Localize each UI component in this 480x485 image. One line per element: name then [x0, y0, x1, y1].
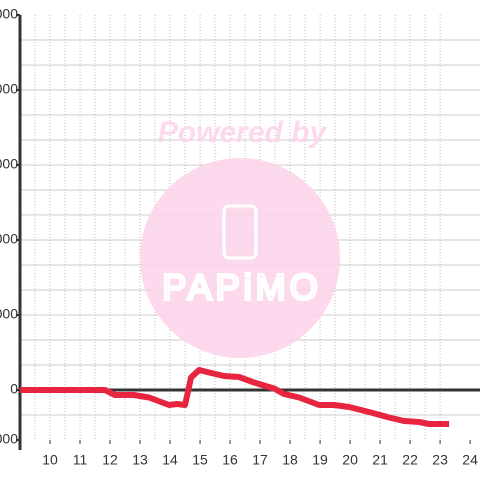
- x-tick-label: 10: [42, 452, 58, 468]
- y-tick-label: 30,000: [0, 306, 18, 322]
- y-tick-label: -20,000: [0, 431, 18, 447]
- watermark-phone: [222, 204, 258, 260]
- x-tick-label: 24: [462, 452, 478, 468]
- x-tick-label: 12: [102, 452, 118, 468]
- x-tick-label: 23: [432, 452, 448, 468]
- x-tick-label: 13: [132, 452, 148, 468]
- y-tick-label: 90,000: [0, 156, 18, 172]
- y-tick-label: 150,000: [0, 6, 18, 22]
- x-tick-label: 16: [222, 452, 238, 468]
- y-tick-label: 120,000: [0, 81, 18, 97]
- y-tick-label: 0: [10, 381, 18, 397]
- x-tick-label: 22: [402, 452, 418, 468]
- x-tick-label: 14: [162, 452, 178, 468]
- watermark: Powered by PAPiMO: [140, 116, 340, 358]
- x-tick-label: 17: [252, 452, 268, 468]
- x-tick-label: 21: [372, 452, 388, 468]
- y-tick-label: 60,000: [0, 231, 18, 247]
- x-tick-label: 15: [192, 452, 208, 468]
- x-tick-label: 20: [342, 452, 358, 468]
- x-tick-label: 19: [312, 452, 328, 468]
- line: [20, 367, 450, 427]
- watermark-logo: PAPiMO: [162, 267, 321, 308]
- watermark-title: Powered by: [158, 116, 328, 149]
- x-tick-label: 18: [282, 452, 298, 468]
- x-tick-label: 11: [73, 452, 88, 468]
